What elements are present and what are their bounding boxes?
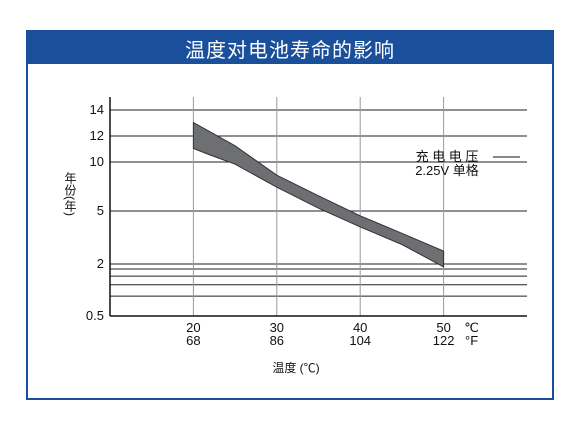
x-tick-label-c: 30 <box>270 320 284 335</box>
title-bar: 温度对电池寿命的影响 <box>28 32 552 64</box>
y-axis-label: 年份(年) <box>63 172 77 216</box>
y-tick-label: 10 <box>90 154 104 169</box>
x-tick-label-f: 104 <box>349 333 371 348</box>
x-tick-label-f: 122 <box>433 333 455 348</box>
x-unit-c: ℃ <box>464 320 479 335</box>
x-tick-label-c: 40 <box>353 320 367 335</box>
y-tick-label: 5 <box>97 203 104 218</box>
x-tick-label-c: 20 <box>186 320 200 335</box>
x-tick-label-f: 86 <box>270 333 284 348</box>
life-band <box>192 121 445 268</box>
y-tick-label: 14 <box>90 102 104 117</box>
x-tick-label-f: 68 <box>186 333 200 348</box>
y-tick-label: 0.5 <box>86 308 104 323</box>
y-tick-label: 2 <box>97 256 104 271</box>
x-unit-f: °F <box>465 333 478 348</box>
chart-frame: 温度对电池寿命的影响 <box>26 30 554 400</box>
chart-title: 温度对电池寿命的影响 <box>185 37 395 62</box>
annotation-line2: 2.25V 单格 <box>415 163 479 178</box>
x-axis-label: 温度 (℃) <box>272 360 319 375</box>
y-tick-label: 12 <box>90 128 104 143</box>
x-tick-label-c: 50 <box>436 320 450 335</box>
annotation-line1: 充 电 电 压 <box>416 149 479 164</box>
